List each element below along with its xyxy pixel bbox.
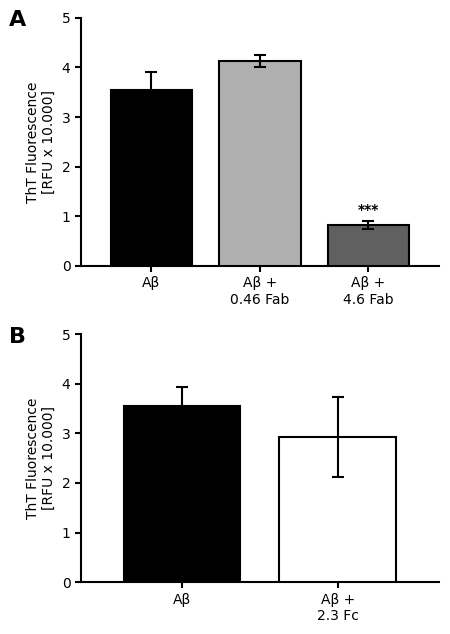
Y-axis label: ThT Fluorescence
[RFU x 10.000]: ThT Fluorescence [RFU x 10.000] <box>26 398 56 519</box>
Bar <box>111 90 192 266</box>
Bar <box>279 437 396 582</box>
Y-axis label: ThT Fluorescence
[RFU x 10.000]: ThT Fluorescence [RFU x 10.000] <box>26 81 56 202</box>
Text: B: B <box>9 327 26 347</box>
Bar <box>328 225 409 266</box>
Text: ***: *** <box>358 204 379 217</box>
Bar <box>124 406 240 582</box>
Text: A: A <box>9 10 27 30</box>
Bar <box>219 61 301 266</box>
